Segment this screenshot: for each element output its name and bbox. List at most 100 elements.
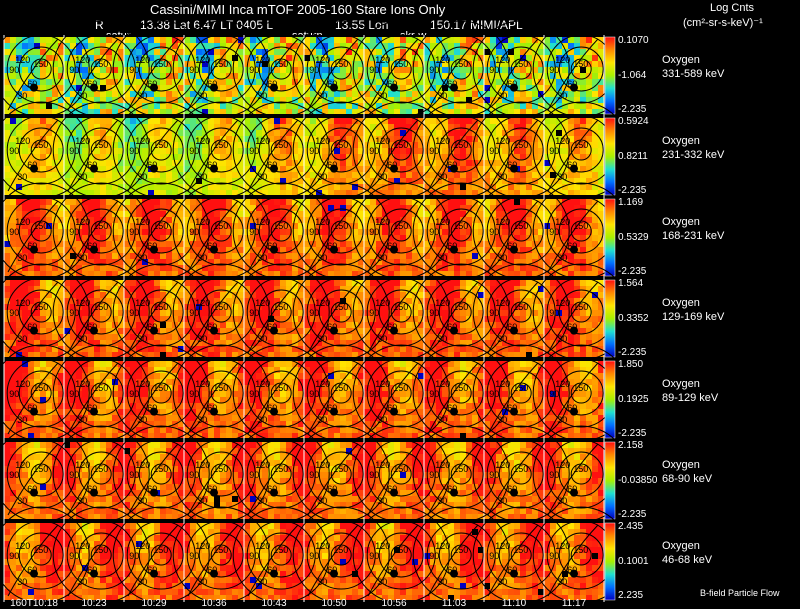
contour-label: 120 xyxy=(555,298,570,308)
contour-label: 120 xyxy=(435,298,450,308)
species-label-6: Oxygen xyxy=(662,458,700,471)
contour-label: 120 xyxy=(555,217,570,227)
panel-2-cells xyxy=(4,118,604,196)
contour-label: 120 xyxy=(195,541,210,551)
contour-label: 30 xyxy=(257,253,267,263)
contour-label: 30 xyxy=(257,415,267,425)
contour-label: 60 xyxy=(207,484,217,494)
contour-label: 150 xyxy=(273,221,288,231)
contour-label: 30 xyxy=(257,172,267,182)
contour-label: 150 xyxy=(33,545,48,555)
pointing-dot xyxy=(210,569,218,578)
pointing-dot xyxy=(270,488,278,497)
contour-label: 90 xyxy=(129,470,139,480)
contour-label: 150 xyxy=(453,302,468,312)
contour-label: 30 xyxy=(17,496,27,506)
contour-label: 90 xyxy=(309,551,319,561)
contour-label: 90 xyxy=(369,551,379,561)
contour-label: 150 xyxy=(513,383,528,393)
contour-label: 120 xyxy=(255,460,270,470)
contour-label: 150 xyxy=(393,302,408,312)
contour-label: 150 xyxy=(333,545,348,555)
pointing-dot xyxy=(330,326,338,335)
contour-label: 30 xyxy=(557,172,567,182)
contour-label: 30 xyxy=(317,253,327,263)
species-label-4: Oxygen xyxy=(662,296,700,309)
contour-label: 90 xyxy=(429,470,439,480)
contour-label: 30 xyxy=(497,172,507,182)
contour-label: 60 xyxy=(567,160,577,170)
contour-label: 120 xyxy=(15,541,30,551)
contour-label: 30 xyxy=(317,334,327,344)
pointing-dot xyxy=(150,326,158,335)
contour-label: 120 xyxy=(135,136,150,146)
colorbar-min-5: -2.235 xyxy=(618,428,647,439)
pointing-dot xyxy=(390,245,398,254)
contour-label: 150 xyxy=(573,464,588,474)
contour-label: 90 xyxy=(489,146,499,156)
contour-label: 120 xyxy=(375,298,390,308)
contour-label: 120 xyxy=(435,136,450,146)
colorbar-min-1: -2.235 xyxy=(618,104,647,115)
contour-label: 120 xyxy=(435,541,450,551)
contour-label: 120 xyxy=(435,460,450,470)
contour-label: 150 xyxy=(213,545,228,555)
contour-label: 90 xyxy=(129,227,139,237)
contour-label: 120 xyxy=(195,379,210,389)
contour-label: 60 xyxy=(507,160,517,170)
contour-label: 150 xyxy=(153,59,168,69)
contour-label: 90 xyxy=(369,389,379,399)
contour-label: 120 xyxy=(75,460,90,470)
contour-label: 150 xyxy=(333,221,348,231)
pointing-dot xyxy=(150,407,158,416)
contour-label: 90 xyxy=(69,146,79,156)
colorbar-6 xyxy=(604,441,616,520)
contour-label: 30 xyxy=(137,253,147,263)
contour-label: 60 xyxy=(447,484,457,494)
contour-label: 30 xyxy=(557,577,567,587)
contour-label: 120 xyxy=(75,298,90,308)
contour-label: 90 xyxy=(549,146,559,156)
contour-label: 30 xyxy=(317,415,327,425)
contour-label: 90 xyxy=(489,470,499,480)
contour-label: 90 xyxy=(309,146,319,156)
contour-label: 30 xyxy=(77,415,87,425)
pointing-dot xyxy=(450,326,458,335)
contour-label: 30 xyxy=(497,253,507,263)
colorbar-mid-3: 0.5329 xyxy=(618,231,649,243)
panel-6-cells xyxy=(4,442,604,520)
pointing-dot xyxy=(510,488,518,497)
contour-label: 150 xyxy=(93,59,108,69)
pointing-dot xyxy=(450,488,458,497)
colorbar-mid-7: 0.1001 xyxy=(618,555,649,567)
contour-label: 60 xyxy=(207,160,217,170)
contour-label: 60 xyxy=(387,565,397,575)
contour-label: 60 xyxy=(207,565,217,575)
contour-label: 150 xyxy=(273,59,288,69)
pointing-dot xyxy=(30,569,38,578)
contour-label: 60 xyxy=(87,484,97,494)
radius-label: R xyxy=(95,18,104,32)
colorbar-min-3: -2.235 xyxy=(618,266,647,277)
pointing-dot xyxy=(510,83,518,92)
contour-label: 60 xyxy=(327,403,337,413)
pointing-dot xyxy=(150,488,158,497)
contour-label: 90 xyxy=(309,308,319,318)
contour-label: 60 xyxy=(87,565,97,575)
contour-label: 60 xyxy=(447,79,457,89)
time-tick-label: 10:29 xyxy=(141,598,166,609)
